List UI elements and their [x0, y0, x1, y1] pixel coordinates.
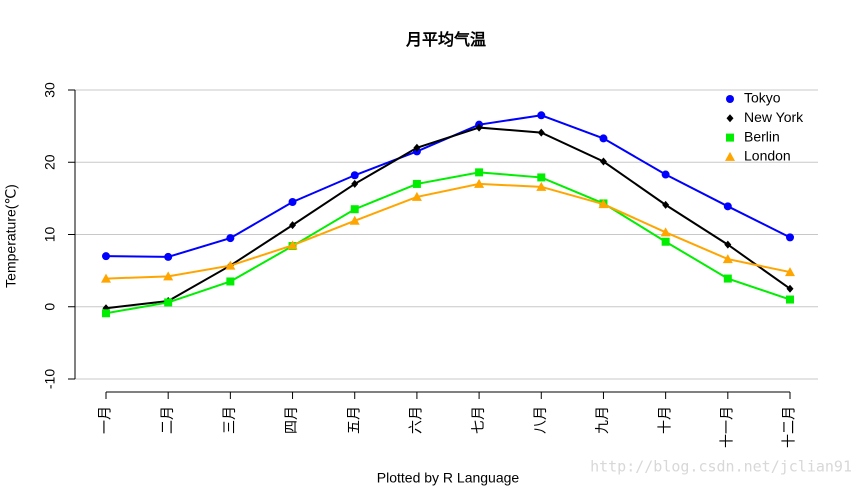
y-tick-label: 10: [42, 227, 58, 243]
y-tick-label: -10: [42, 369, 58, 389]
point: [537, 128, 545, 137]
x-tick-label: 十二月: [781, 406, 797, 448]
point: [226, 277, 235, 286]
y-tick-label: 0: [42, 303, 58, 311]
legend-label: Tokyo: [744, 90, 781, 106]
point: [660, 227, 671, 237]
point: [412, 179, 421, 188]
series-line: [105, 182, 791, 280]
point: [163, 271, 174, 281]
x-tick-label: 一月: [97, 406, 113, 434]
x-tick-label: 六月: [408, 406, 424, 434]
legend-marker: [726, 114, 734, 123]
legend-label: London: [744, 148, 791, 164]
point: [102, 309, 110, 318]
y-tick-label: 30: [42, 82, 58, 98]
point: [537, 173, 546, 182]
legend-marker: [725, 151, 735, 161]
point: [351, 179, 359, 188]
legend-label: New York: [744, 109, 804, 125]
point: [785, 267, 795, 277]
point: [413, 143, 421, 152]
point: [226, 234, 235, 243]
point: [474, 178, 485, 188]
series-line: [105, 171, 791, 315]
x-tick-label: 四月: [283, 406, 299, 434]
point: [537, 111, 546, 120]
y-tick-label: 20: [42, 154, 58, 170]
point: [102, 252, 110, 261]
point: [101, 273, 111, 283]
point: [289, 221, 297, 230]
point: [349, 215, 360, 225]
x-tick-label: 八月: [532, 406, 548, 434]
point: [225, 260, 236, 270]
chart-title: 月平均气温: [405, 30, 486, 49]
series-line: [105, 126, 791, 310]
point: [598, 199, 609, 209]
series-line: [105, 114, 791, 258]
point: [599, 157, 607, 166]
point: [599, 134, 608, 143]
x-axis-label: Plotted by R Language: [377, 470, 520, 486]
point: [786, 284, 794, 293]
point: [164, 298, 173, 307]
point: [723, 274, 732, 283]
point: [661, 237, 670, 246]
x-tick-label: 五月: [345, 406, 361, 434]
point: [164, 252, 173, 261]
x-tick-label: 七月: [470, 406, 486, 434]
x-tick-label: 二月: [159, 406, 175, 434]
point: [786, 233, 794, 242]
point: [786, 295, 794, 304]
x-tick-label: 九月: [594, 406, 610, 434]
point: [475, 123, 483, 132]
watermark: http://blog.csdn.net/jclian91: [590, 458, 852, 476]
legend-marker: [726, 133, 734, 142]
x-tick-label: 十月: [656, 406, 672, 434]
point: [350, 205, 359, 214]
point: [722, 254, 733, 264]
x-tick-label: 十一月: [719, 406, 735, 448]
point: [411, 191, 422, 201]
y-axis-label: Temperature(℃): [3, 184, 19, 288]
point: [662, 200, 670, 209]
point: [475, 168, 484, 177]
x-tick-label: 三月: [221, 406, 237, 434]
point: [288, 197, 297, 206]
point: [350, 171, 359, 180]
point: [287, 240, 298, 250]
legend-marker: [726, 95, 734, 103]
point: [724, 240, 732, 249]
point: [536, 181, 547, 191]
point: [723, 202, 732, 211]
legend-label: Berlin: [744, 128, 780, 144]
point: [661, 170, 670, 179]
